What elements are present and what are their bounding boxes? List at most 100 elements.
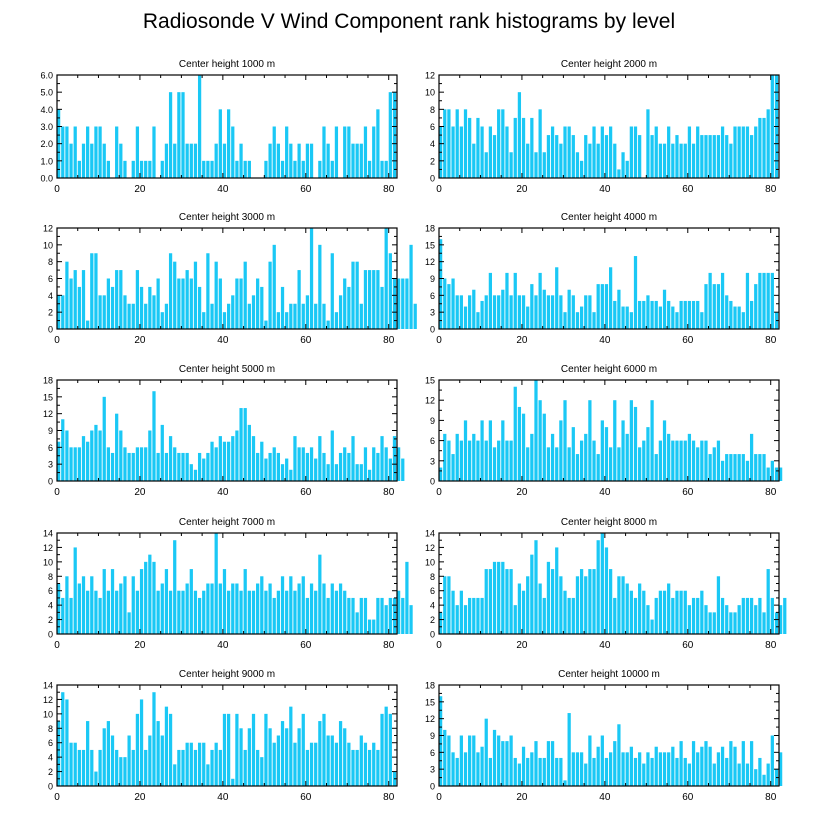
- y-tick-label: 8: [48, 257, 53, 267]
- histogram-bar: [733, 126, 737, 178]
- histogram-bar: [521, 413, 526, 481]
- histogram-bar: [231, 583, 235, 634]
- histogram-bar: [222, 312, 227, 329]
- y-tick-label: 14: [425, 529, 435, 539]
- x-tick-label: 40: [217, 792, 229, 803]
- histogram-bar: [131, 303, 135, 329]
- histogram-bar: [700, 746, 704, 786]
- main-title: Radiosonde V Wind Component rank histogr…: [142, 10, 676, 33]
- histogram-bar: [754, 126, 758, 178]
- histogram-bar: [81, 749, 86, 786]
- histogram-bar: [638, 752, 642, 786]
- chart-title: Center height 7000 m: [179, 517, 275, 528]
- histogram-bar: [384, 160, 388, 178]
- histogram-bar: [384, 706, 388, 786]
- y-tick-label: 3: [48, 460, 53, 470]
- histogram-bar: [206, 253, 210, 329]
- histogram-bar: [729, 454, 733, 481]
- histogram-bar: [202, 160, 206, 178]
- histogram-bar: [604, 427, 609, 481]
- histogram-bar: [314, 590, 318, 634]
- histogram-bar: [691, 300, 696, 329]
- histogram-bar: [774, 612, 779, 634]
- histogram-bar: [546, 295, 551, 329]
- histogram-bar: [376, 597, 380, 634]
- x-tick-label: 60: [300, 184, 312, 195]
- histogram-bar: [625, 433, 629, 481]
- x-tick-label: 60: [682, 487, 694, 498]
- histogram-bar: [139, 447, 144, 481]
- y-tick-label: 6: [430, 122, 435, 132]
- histogram-bar: [513, 386, 517, 481]
- x-tick-label: 40: [217, 335, 229, 346]
- histogram-bar: [687, 433, 692, 481]
- chart-panel: Center height 9000 m 0 20 40 60 80 0 2 4 6 8 10 12 14: [43, 669, 398, 803]
- histogram-bar: [264, 458, 268, 481]
- histogram-bar: [77, 583, 81, 634]
- x-tick-label: 20: [134, 792, 146, 803]
- histogram-bar: [177, 590, 181, 634]
- histogram-bar: [642, 300, 646, 329]
- histogram-bar: [148, 735, 152, 786]
- histogram-bar: [642, 440, 646, 481]
- x-tick-label: 60: [300, 335, 312, 346]
- histogram-bar: [592, 440, 596, 481]
- histogram-bar: [704, 135, 708, 178]
- histogram-bar: [492, 295, 497, 329]
- histogram-bar: [513, 272, 517, 329]
- histogram-bar: [521, 746, 526, 786]
- y-tick-label: 10: [425, 557, 435, 567]
- histogram-bar: [550, 433, 555, 481]
- histogram-bar: [214, 447, 218, 481]
- histogram-bar: [210, 749, 214, 786]
- histogram-bar: [472, 433, 476, 481]
- histogram-bar: [243, 261, 247, 329]
- histogram-bar: [633, 256, 638, 329]
- histogram-bar: [135, 270, 140, 329]
- histogram-bar: [409, 244, 413, 329]
- histogram-bar: [625, 306, 629, 329]
- histogram-bar: [276, 452, 281, 481]
- histogram-bar: [131, 160, 135, 178]
- histogram-bar: [667, 300, 671, 329]
- histogram-bar: [256, 583, 260, 634]
- histogram-bar: [164, 143, 169, 178]
- histogram-bar: [484, 718, 488, 786]
- histogram-bar: [152, 126, 156, 178]
- histogram-bar: [501, 289, 505, 329]
- histogram-bar: [139, 160, 144, 178]
- y-tick-label: 12: [425, 714, 435, 724]
- histogram-bar: [584, 433, 588, 481]
- histogram-bar: [638, 583, 642, 634]
- histogram-bar: [119, 430, 123, 481]
- histogram-bar: [563, 126, 567, 178]
- histogram-bar: [609, 267, 613, 329]
- histogram-bar: [318, 554, 322, 634]
- chart-title: Center height 6000 m: [561, 364, 657, 375]
- histogram-bar: [98, 597, 102, 634]
- histogram-bar: [538, 583, 542, 634]
- histogram-bar: [293, 742, 297, 786]
- histogram-bar: [509, 295, 513, 329]
- histogram-bar: [334, 742, 339, 786]
- chart-panel: Center height 4000 m 0 20 40 60 80 0 3 6 9 12 15 18: [425, 212, 780, 346]
- histogram-bar: [301, 303, 305, 329]
- histogram-bar: [293, 160, 297, 178]
- histogram-bar: [359, 464, 363, 481]
- histogram-bar: [613, 597, 617, 634]
- histogram-bar: [123, 447, 127, 481]
- histogram-bar: [65, 261, 69, 329]
- y-tick-label: 3: [430, 765, 435, 775]
- histogram-bar: [65, 430, 69, 481]
- histogram-bar: [662, 752, 667, 786]
- histogram-bar: [61, 597, 65, 634]
- histogram-bar: [488, 420, 493, 481]
- histogram-bar: [650, 757, 654, 786]
- histogram-bar: [546, 561, 551, 634]
- histogram-bar: [555, 757, 559, 786]
- y-tick-label: 6: [430, 748, 435, 758]
- histogram-bar: [297, 270, 301, 329]
- histogram-bar: [127, 303, 131, 329]
- histogram-bar: [102, 569, 106, 634]
- histogram-bar: [115, 590, 119, 634]
